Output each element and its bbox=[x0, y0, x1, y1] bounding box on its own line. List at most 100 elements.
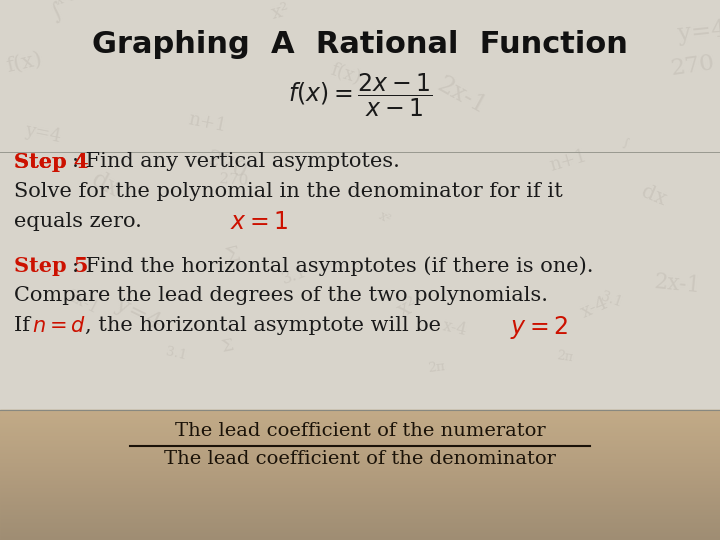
Bar bbox=[0, 462, 720, 463]
Text: y=4: y=4 bbox=[112, 293, 165, 334]
Text: $n = d$: $n = d$ bbox=[32, 316, 86, 336]
Bar bbox=[0, 412, 720, 413]
Bar bbox=[0, 461, 720, 462]
Text: 270: 270 bbox=[202, 147, 250, 184]
Bar bbox=[0, 538, 720, 539]
Bar bbox=[0, 411, 720, 412]
Bar bbox=[0, 429, 720, 430]
Bar bbox=[0, 478, 720, 479]
Bar bbox=[0, 481, 720, 482]
Bar bbox=[0, 501, 720, 502]
Text: x-4: x-4 bbox=[579, 293, 612, 321]
Bar bbox=[0, 472, 720, 473]
Bar bbox=[0, 518, 720, 519]
Bar bbox=[0, 489, 720, 490]
Bar bbox=[0, 430, 720, 431]
Bar bbox=[0, 514, 720, 515]
Bar bbox=[0, 418, 720, 419]
Bar bbox=[0, 420, 720, 421]
Bar bbox=[0, 483, 720, 484]
Text: x²: x² bbox=[377, 209, 393, 226]
Bar bbox=[0, 436, 720, 437]
Bar bbox=[0, 452, 720, 453]
Bar bbox=[0, 447, 720, 448]
Bar bbox=[0, 459, 720, 460]
Bar bbox=[0, 505, 720, 506]
Bar bbox=[0, 499, 720, 500]
Bar bbox=[0, 523, 720, 524]
Bar bbox=[0, 448, 720, 449]
Bar bbox=[0, 490, 720, 491]
Bar bbox=[0, 424, 720, 425]
Bar bbox=[0, 486, 720, 487]
Bar bbox=[0, 467, 720, 468]
Bar bbox=[0, 493, 720, 494]
Text: : Find the horizontal asymptotes (if there is one).: : Find the horizontal asymptotes (if the… bbox=[72, 256, 593, 276]
Bar bbox=[0, 519, 720, 520]
Bar bbox=[0, 508, 720, 509]
Text: x²: x² bbox=[394, 294, 423, 323]
Bar bbox=[0, 513, 720, 514]
Text: f(x): f(x) bbox=[4, 50, 44, 76]
Bar bbox=[0, 535, 720, 536]
Bar bbox=[0, 442, 720, 443]
Bar bbox=[0, 469, 720, 470]
Bar bbox=[0, 468, 720, 469]
Text: x-4: x-4 bbox=[441, 318, 469, 340]
Bar bbox=[0, 534, 720, 535]
Bar bbox=[0, 521, 720, 522]
Bar bbox=[0, 539, 720, 540]
Bar bbox=[0, 496, 720, 497]
Bar bbox=[0, 433, 720, 434]
Bar bbox=[0, 524, 720, 525]
Text: 2π: 2π bbox=[555, 349, 573, 364]
Text: x²: x² bbox=[270, 1, 292, 23]
Bar bbox=[0, 432, 720, 433]
Bar bbox=[0, 423, 720, 424]
Bar bbox=[0, 437, 720, 438]
Bar bbox=[0, 422, 720, 423]
Bar bbox=[0, 413, 720, 414]
Bar bbox=[0, 519, 720, 520]
Bar bbox=[0, 443, 720, 444]
Bar bbox=[0, 495, 720, 496]
Bar bbox=[0, 506, 720, 507]
Text: : Find any vertical asymptotes.: : Find any vertical asymptotes. bbox=[72, 152, 400, 171]
Bar bbox=[0, 449, 720, 450]
Bar bbox=[0, 415, 720, 416]
Bar bbox=[0, 445, 720, 446]
Text: $x = 1$: $x = 1$ bbox=[230, 210, 288, 234]
Bar bbox=[0, 440, 720, 441]
Bar bbox=[0, 418, 720, 419]
Text: Σ: Σ bbox=[220, 337, 235, 356]
Bar bbox=[0, 433, 720, 434]
Bar bbox=[0, 482, 720, 483]
Bar bbox=[0, 421, 720, 422]
Bar bbox=[0, 526, 720, 527]
Bar bbox=[0, 520, 720, 521]
Bar bbox=[0, 473, 720, 474]
Bar bbox=[0, 446, 720, 447]
Bar bbox=[0, 525, 720, 526]
Bar bbox=[0, 412, 720, 413]
Bar bbox=[0, 516, 720, 517]
Bar bbox=[0, 426, 720, 427]
Bar bbox=[0, 533, 720, 534]
Bar bbox=[0, 538, 720, 539]
Bar bbox=[0, 422, 720, 423]
Text: y=4: y=4 bbox=[22, 121, 62, 146]
Bar bbox=[0, 415, 720, 416]
Bar bbox=[0, 529, 720, 530]
Bar bbox=[0, 527, 720, 528]
Bar bbox=[0, 504, 720, 505]
Text: 3.1: 3.1 bbox=[599, 290, 624, 310]
Bar bbox=[0, 480, 720, 481]
Text: 270: 270 bbox=[219, 172, 249, 188]
Bar bbox=[0, 535, 720, 536]
Text: Graphing  A  Rational  Function: Graphing A Rational Function bbox=[92, 30, 628, 59]
Bar bbox=[0, 484, 720, 485]
Bar bbox=[0, 525, 720, 526]
Bar bbox=[0, 410, 720, 411]
Bar bbox=[0, 425, 720, 426]
Text: Step 5: Step 5 bbox=[14, 256, 89, 276]
